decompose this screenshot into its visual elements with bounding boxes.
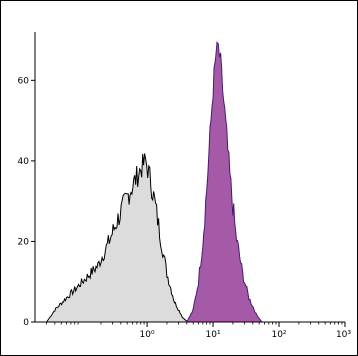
y-tick-label: 0 xyxy=(23,318,29,328)
y-tick-label: 40 xyxy=(18,157,30,167)
x-tick-label: 10² xyxy=(271,330,286,340)
x-tick-label: 10³ xyxy=(336,330,351,340)
x-tick-label: 10⁰ xyxy=(140,330,155,340)
y-tick-label: 60 xyxy=(18,76,30,86)
x-tick-label: 10¹ xyxy=(206,330,221,340)
y-tick-label: 20 xyxy=(18,237,30,247)
